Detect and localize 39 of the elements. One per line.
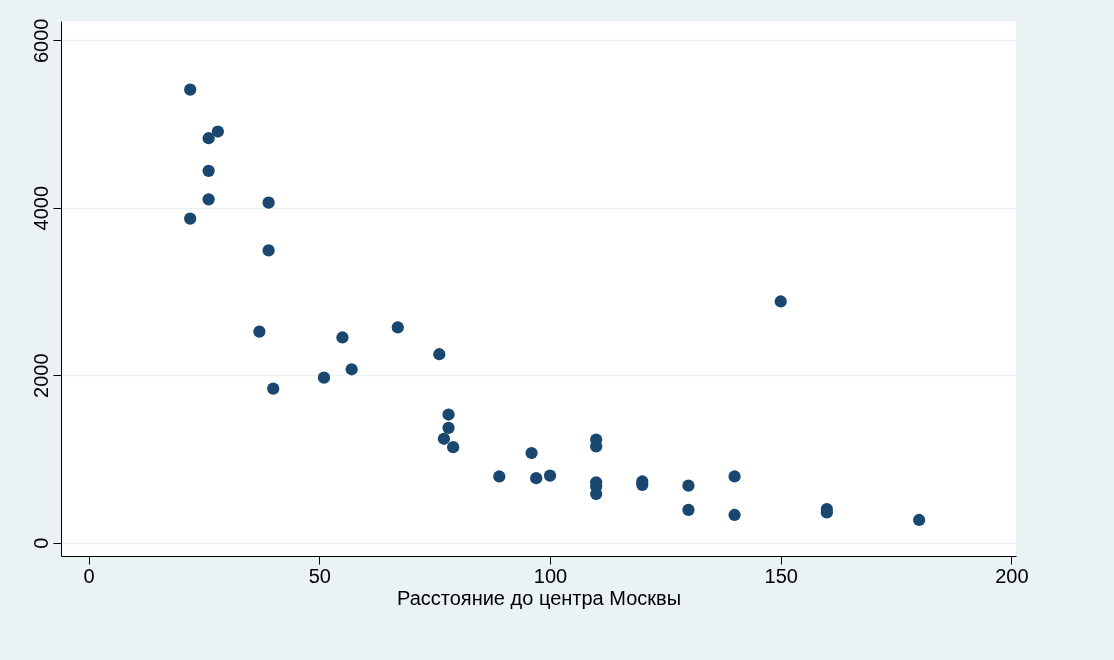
point bbox=[391, 321, 404, 334]
point bbox=[184, 83, 197, 96]
point bbox=[202, 193, 215, 206]
point bbox=[442, 408, 455, 421]
x-tick-label: 0 bbox=[83, 564, 95, 587]
point bbox=[267, 382, 280, 395]
point bbox=[184, 212, 197, 225]
point bbox=[202, 164, 215, 177]
point bbox=[437, 432, 451, 445]
y-tick-label: 0 bbox=[29, 537, 52, 549]
x-tick-label: 50 bbox=[308, 564, 331, 587]
y-tick-label: 2000 bbox=[29, 353, 52, 398]
point bbox=[493, 470, 506, 483]
x-tick-label: 150 bbox=[764, 564, 798, 587]
point bbox=[317, 371, 331, 384]
point bbox=[442, 421, 455, 435]
y-tick-label: 4000 bbox=[29, 185, 52, 231]
point bbox=[525, 446, 538, 460]
point bbox=[262, 196, 275, 209]
point bbox=[912, 513, 926, 527]
point bbox=[447, 441, 460, 454]
point bbox=[682, 503, 695, 517]
point bbox=[530, 472, 543, 485]
x-tick-label: 100 bbox=[533, 564, 568, 587]
point bbox=[433, 348, 446, 361]
point bbox=[202, 132, 215, 145]
point bbox=[262, 244, 275, 257]
point bbox=[253, 325, 266, 338]
point bbox=[728, 508, 741, 522]
point bbox=[774, 295, 787, 308]
point bbox=[728, 470, 741, 483]
point bbox=[211, 125, 224, 138]
x-tick-label: 200 bbox=[995, 564, 1029, 587]
point bbox=[336, 331, 349, 344]
point bbox=[543, 469, 557, 482]
x-axis-title: Расстояние до центра Москвы bbox=[396, 586, 682, 609]
point bbox=[345, 363, 358, 376]
y-tick-label: 6000 bbox=[29, 18, 52, 64]
point bbox=[682, 479, 695, 492]
